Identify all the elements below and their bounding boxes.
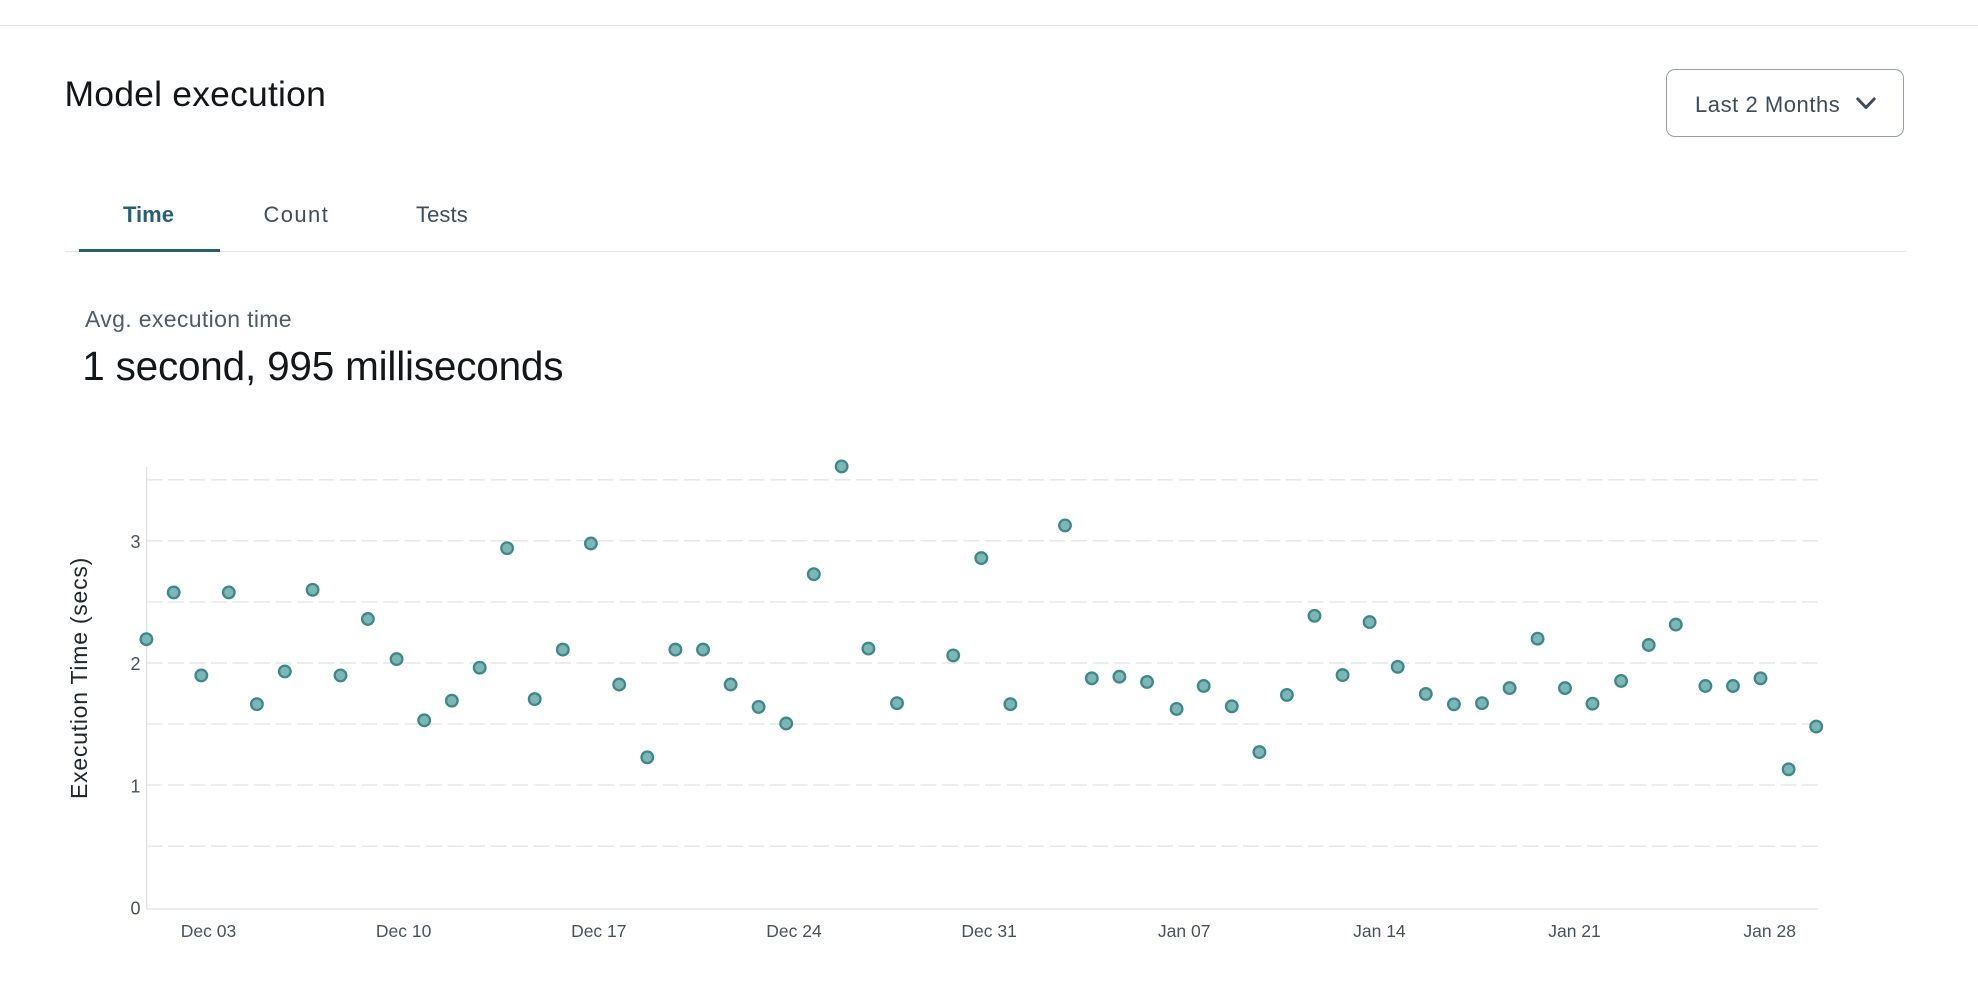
svg-text:Dec 31: Dec 31 — [961, 921, 1016, 941]
svg-text:Dec 10: Dec 10 — [376, 921, 432, 941]
svg-text:Jan 07: Jan 07 — [1158, 921, 1211, 941]
svg-text:3: 3 — [130, 532, 140, 552]
svg-text:Dec 03: Dec 03 — [181, 921, 236, 941]
svg-text:0: 0 — [130, 899, 140, 919]
svg-text:Dec 17: Dec 17 — [571, 921, 626, 941]
svg-text:Jan 21: Jan 21 — [1548, 921, 1601, 941]
svg-text:1: 1 — [130, 776, 140, 796]
svg-text:Jan 28: Jan 28 — [1743, 921, 1796, 941]
svg-text:Jan 14: Jan 14 — [1353, 921, 1406, 941]
svg-text:Dec 24: Dec 24 — [766, 921, 822, 941]
svg-text:Execution Time (secs): Execution Time (secs) — [66, 557, 92, 799]
svg-text:2: 2 — [130, 654, 140, 674]
